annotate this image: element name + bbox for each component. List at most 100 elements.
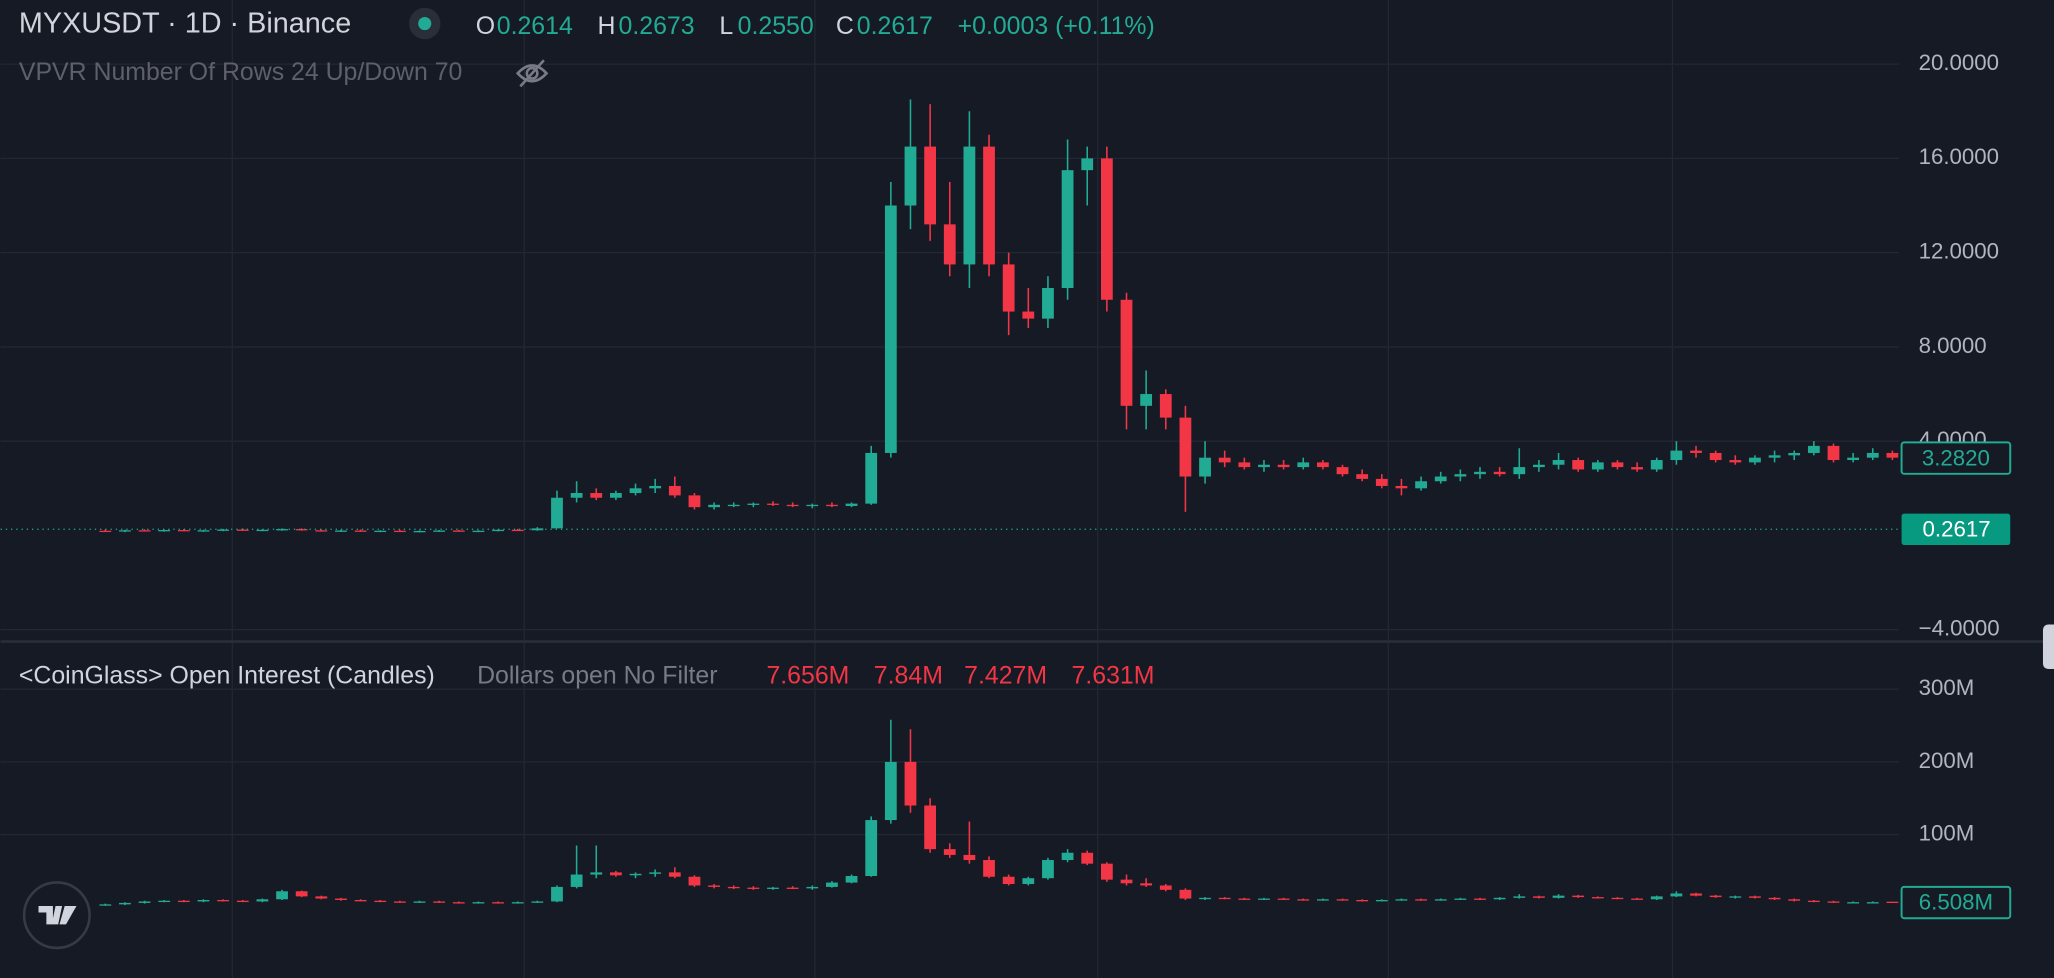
candle-body bbox=[1474, 471, 1486, 475]
candle-body bbox=[393, 901, 406, 903]
candle-body bbox=[217, 529, 230, 531]
y-tick-label: 300M bbox=[1919, 675, 1975, 700]
candle-body bbox=[1042, 860, 1054, 879]
candle-body bbox=[295, 891, 308, 897]
candle-body bbox=[1258, 464, 1270, 468]
candle-body bbox=[374, 900, 387, 903]
y-tick-label: 20.0000 bbox=[1919, 50, 1999, 75]
candle-body bbox=[708, 504, 720, 508]
candle-body bbox=[570, 493, 583, 498]
candle-body bbox=[1336, 899, 1349, 901]
candle-body bbox=[727, 886, 740, 889]
candle-body bbox=[1474, 898, 1486, 900]
candle-body bbox=[1316, 462, 1329, 468]
candle-body bbox=[492, 902, 504, 904]
candle-body bbox=[1729, 896, 1742, 898]
candle-body bbox=[1827, 445, 1840, 461]
candle-body bbox=[413, 530, 426, 533]
candle-body bbox=[963, 146, 976, 265]
candle-body bbox=[688, 876, 701, 886]
candle-body bbox=[943, 224, 956, 265]
candle-body bbox=[1277, 464, 1290, 468]
candle-body bbox=[1886, 901, 1899, 904]
candle-body bbox=[1807, 445, 1820, 453]
candle-body bbox=[1631, 898, 1643, 900]
tv-logo[interactable] bbox=[22, 881, 91, 950]
candle-body bbox=[1179, 417, 1192, 477]
candle-body bbox=[1238, 898, 1251, 900]
candle-body bbox=[433, 901, 446, 903]
candle-body bbox=[1022, 878, 1035, 885]
candle-body bbox=[826, 882, 838, 887]
candle-body bbox=[1002, 876, 1015, 885]
candle-body bbox=[1316, 899, 1329, 901]
candle-body bbox=[315, 896, 328, 899]
ohlc-value: 0.2550 bbox=[738, 12, 814, 40]
candle-body bbox=[1690, 450, 1702, 453]
candle-body bbox=[924, 805, 937, 850]
ohlc-key: H bbox=[598, 12, 616, 40]
candle-body bbox=[1100, 863, 1113, 880]
candle-body bbox=[1120, 299, 1133, 406]
candle-body bbox=[276, 529, 288, 531]
candle-body bbox=[727, 504, 740, 507]
candle-body bbox=[119, 902, 131, 905]
candle-body bbox=[197, 530, 210, 532]
candle-body bbox=[354, 900, 367, 902]
ohlc-key: C bbox=[836, 12, 854, 40]
candle-body bbox=[393, 530, 406, 533]
candle-body bbox=[1749, 896, 1761, 898]
candle-body bbox=[276, 891, 288, 900]
candle-body bbox=[884, 205, 897, 453]
candle-body bbox=[1513, 467, 1526, 475]
candle-body bbox=[1788, 899, 1801, 901]
candle-body bbox=[786, 887, 799, 889]
candle-body bbox=[1886, 452, 1899, 458]
candle-body bbox=[1042, 287, 1054, 319]
candle-body bbox=[1022, 311, 1035, 319]
candle-body bbox=[531, 528, 544, 531]
y-tick-label: 8.0000 bbox=[1919, 333, 1987, 358]
candle-body bbox=[1749, 457, 1761, 463]
candle-body bbox=[904, 146, 917, 206]
vertical-grid bbox=[231, 0, 1674, 978]
candle-body bbox=[158, 530, 171, 532]
candle-body bbox=[1709, 452, 1722, 461]
candle-body bbox=[943, 849, 956, 855]
y-tick-label: 12.0000 bbox=[1919, 239, 1999, 264]
ohlc-value: 0.2617 bbox=[857, 12, 933, 40]
change-value: +0.0003 (+0.11%) bbox=[958, 12, 1155, 40]
candle-body bbox=[472, 530, 485, 533]
y-tick-label: 100M bbox=[1919, 820, 1975, 845]
candle-body bbox=[1709, 895, 1722, 898]
candle-body bbox=[1081, 852, 1094, 864]
y-tick-label: −4.0000 bbox=[1919, 616, 2000, 641]
candle-body bbox=[256, 529, 269, 532]
price-marker-bg bbox=[1900, 885, 2012, 920]
candle-body bbox=[649, 872, 662, 874]
candle-body bbox=[629, 873, 642, 876]
ohlc-key: L bbox=[719, 12, 733, 40]
candle-body bbox=[1533, 896, 1545, 898]
candle-body bbox=[335, 530, 347, 532]
ohlc-key: O bbox=[476, 12, 495, 40]
scroll-handle[interactable] bbox=[2042, 624, 2054, 670]
candle-body bbox=[1297, 899, 1310, 901]
candle-body bbox=[747, 503, 760, 505]
candle-body bbox=[236, 900, 249, 903]
candle-body bbox=[1434, 476, 1447, 482]
eye-icon[interactable] bbox=[515, 59, 549, 88]
candle-body bbox=[963, 854, 976, 861]
candle-body bbox=[767, 887, 779, 889]
candle-body bbox=[629, 488, 642, 494]
candle-body bbox=[551, 497, 563, 529]
candle-body bbox=[1356, 900, 1369, 902]
oi-ohlc-value: 7.427M bbox=[964, 661, 1047, 689]
candle-body bbox=[1866, 452, 1879, 458]
candle-body bbox=[511, 529, 524, 532]
candle-body bbox=[158, 900, 171, 903]
candle-body bbox=[865, 820, 878, 877]
